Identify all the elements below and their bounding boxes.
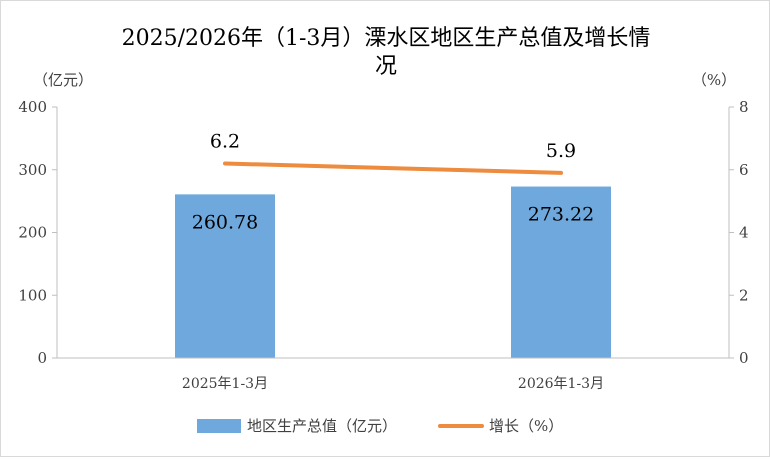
y-left-ticks: 0 100 200 300 400 [18,98,57,367]
y-left-tick-label: 200 [18,224,47,242]
legend-bar-swatch [197,419,241,433]
y-right-tick-label: 8 [739,98,749,116]
bar-value-label: 260.78 [192,211,258,233]
x-category-label: 2025年1-3月 [182,376,268,392]
bar-series: 260.78 273.22 [175,186,611,358]
y-left-unit-label: （亿元） [33,71,93,89]
chart-title-line2: 况 [375,54,397,79]
bar-2 [511,186,611,358]
y-right-ticks: 0 2 4 6 8 [729,98,749,367]
growth-line [223,161,563,175]
y-left-tick-label: 300 [18,161,47,179]
y-left-tick-label: 100 [18,286,47,304]
chart-title-line1: 2025/2026年（1-3月）溧水区地区生产总值及增长情 [122,26,651,51]
y-right-unit-label: （%） [692,71,736,89]
y-left-tick-label: 400 [18,98,47,116]
y-right-tick-label: 2 [739,286,749,304]
bar-1 [175,194,275,358]
line-value-label: 5.9 [546,140,576,162]
x-category-label: 2026年1-3月 [518,376,604,392]
y-right-tick-label: 4 [739,224,749,242]
legend: 地区生产总值（亿元） 增长（%） [197,417,563,435]
legend-line-label: 增长（%） [489,417,563,435]
y-right-tick-label: 6 [739,161,749,179]
line-value-label: 6.2 [210,130,240,152]
x-category-labels: 2025年1-3月 2026年1-3月 [182,376,604,392]
legend-bar-label: 地区生产总值（亿元） [247,417,397,435]
line-series: 6.2 5.9 [210,130,576,175]
y-right-tick-label: 0 [739,349,749,367]
bar-value-label: 273.22 [528,204,594,226]
y-left-tick-label: 0 [37,349,47,367]
